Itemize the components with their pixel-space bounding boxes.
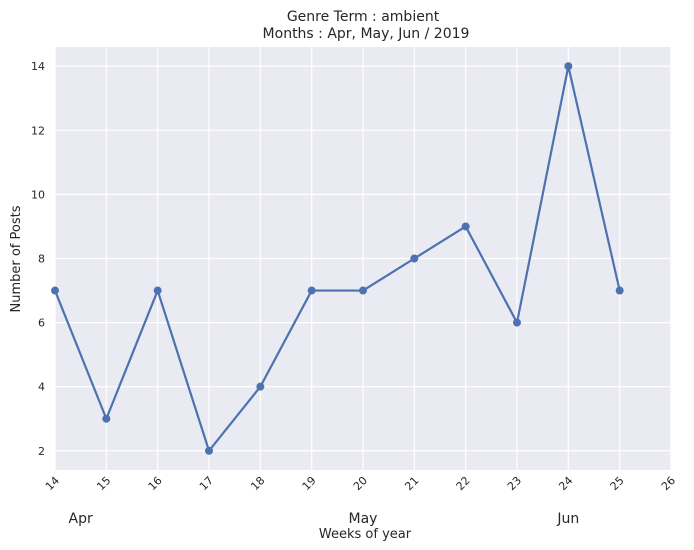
- series-line: [53, 65, 621, 452]
- y-tick-label: 14: [31, 60, 45, 73]
- data-point: [153, 286, 162, 295]
- data-point: [615, 286, 624, 295]
- month-label: May: [349, 511, 378, 527]
- x-tick-label: 19: [300, 474, 319, 493]
- x-tick-label: 25: [608, 474, 627, 493]
- x-tick-label: 21: [402, 474, 421, 493]
- x-tick-label: 20: [351, 474, 370, 493]
- y-tick-label: 10: [31, 188, 45, 201]
- data-point: [205, 446, 213, 455]
- x-tick-label: 14: [43, 474, 62, 493]
- chart-subtitle: Months : Apr, May, Jun / 2019: [263, 26, 470, 42]
- data-point: [51, 286, 59, 295]
- x-tick-label: 24: [556, 474, 575, 493]
- x-axis-label: Weeks of year: [319, 527, 412, 542]
- x-tick-label: 17: [197, 474, 216, 493]
- y-tick-label: 12: [31, 124, 45, 137]
- month-label: Apr: [69, 511, 93, 527]
- data-point: [461, 222, 470, 231]
- data-point: [410, 254, 419, 263]
- x-axis-ticks: 14 15 16 17 18 19 20 21 22 23 24 25 26: [43, 474, 678, 493]
- data-point: [307, 286, 316, 295]
- x-tick-label: 22: [454, 474, 473, 493]
- x-tick-label: 15: [94, 474, 113, 493]
- data-point: [102, 414, 111, 423]
- y-tick-label: 4: [38, 381, 45, 394]
- y-tick-label: 6: [38, 317, 45, 330]
- series: [51, 62, 624, 455]
- y-tick-label: 8: [38, 253, 45, 266]
- x-tick-label: 26: [659, 474, 678, 493]
- x-tick-label: 16: [146, 474, 165, 493]
- data-point: [256, 382, 265, 391]
- chart-title: Genre Term : ambient: [287, 9, 440, 25]
- data-point: [564, 62, 573, 71]
- data-point: [359, 286, 367, 295]
- month-labels: Apr May Jun: [69, 511, 580, 527]
- month-label: Jun: [556, 511, 579, 527]
- x-tick-label: 23: [505, 474, 524, 493]
- y-axis-label: Number of Posts: [9, 205, 24, 312]
- y-tick-label: 2: [38, 445, 45, 458]
- y-axis-ticks: 2 4 6 8 10 12 14: [31, 60, 45, 458]
- data-point: [513, 318, 521, 327]
- x-tick-label: 18: [248, 474, 267, 493]
